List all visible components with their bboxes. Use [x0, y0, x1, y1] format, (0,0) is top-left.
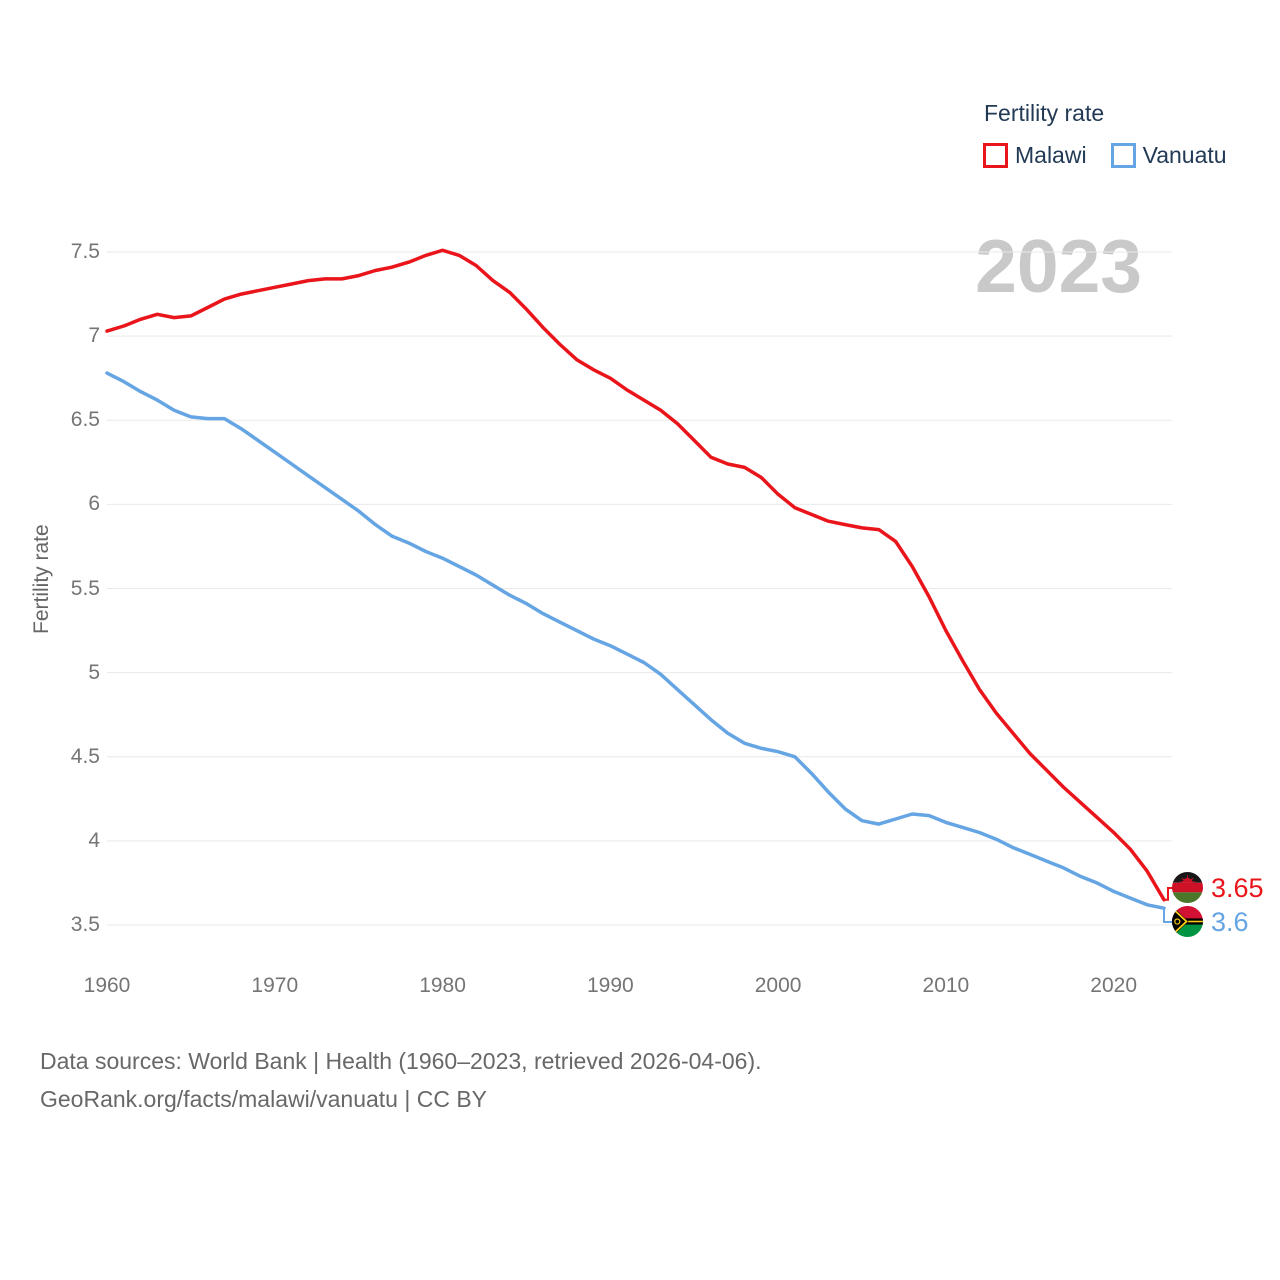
vanuatu-swatch-icon [1110, 143, 1136, 168]
legend-label-malawi: Malawi [1015, 142, 1087, 168]
vanuatu-end-value: 3.6 [1211, 907, 1249, 937]
x-tick-label: 2000 [754, 974, 802, 997]
x-tick-label: 1960 [83, 974, 131, 997]
y-tick-label: 6.5 [70, 408, 100, 432]
legend-label-vanuatu: Vanuatu [1142, 142, 1227, 168]
malawi-connector [1164, 887, 1174, 901]
y-tick-label: 7 [88, 324, 100, 348]
x-tick-label: 2020 [1090, 974, 1138, 997]
legend-item-vanuatu[interactable]: Vanuatu [1110, 142, 1227, 169]
vanuatu-connector [1163, 908, 1174, 923]
x-tick-label: 1990 [586, 974, 634, 997]
vanuatu-line[interactable] [105, 371, 1166, 910]
footer-sources-line: Data sources: World Bank | Health (1960–… [40, 1048, 762, 1074]
malawi-swatch-icon [983, 143, 1008, 168]
y-tick-label: 4 [88, 828, 100, 852]
y-tick-label: 7.5 [70, 240, 100, 263]
malawi-line[interactable] [105, 248, 1166, 902]
x-tick-label: 1970 [251, 974, 299, 997]
year-watermark: 2023 [975, 224, 1142, 308]
y-tick-label: 4.5 [70, 744, 100, 768]
legend-title: Fertility rate [984, 100, 1105, 126]
malawi-end-value: 3.65 [1211, 873, 1264, 903]
legend-row: Malawi Vanuatu [983, 142, 1227, 169]
x-tick-label: 1980 [419, 974, 466, 997]
legend: Fertility rate Malawi Vanuatu [983, 100, 1227, 169]
x-tick-label: 2010 [922, 974, 970, 997]
y-tick-label: 6 [88, 492, 100, 516]
legend-item-malawi[interactable]: Malawi [983, 142, 1087, 169]
y-tick-label: 5.5 [70, 576, 100, 600]
footer: Data sources: World Bank | Health (1960–… [40, 1042, 762, 1118]
y-tick-label: 3.5 [70, 913, 100, 936]
footer-attribution-line: GeoRank.org/facts/malawi/vanuatu | CC BY [40, 1086, 488, 1112]
malawi-flag-icon [1172, 872, 1203, 903]
vanuatu-flag-icon [1172, 906, 1203, 937]
y-tick-label: 5 [88, 660, 100, 684]
